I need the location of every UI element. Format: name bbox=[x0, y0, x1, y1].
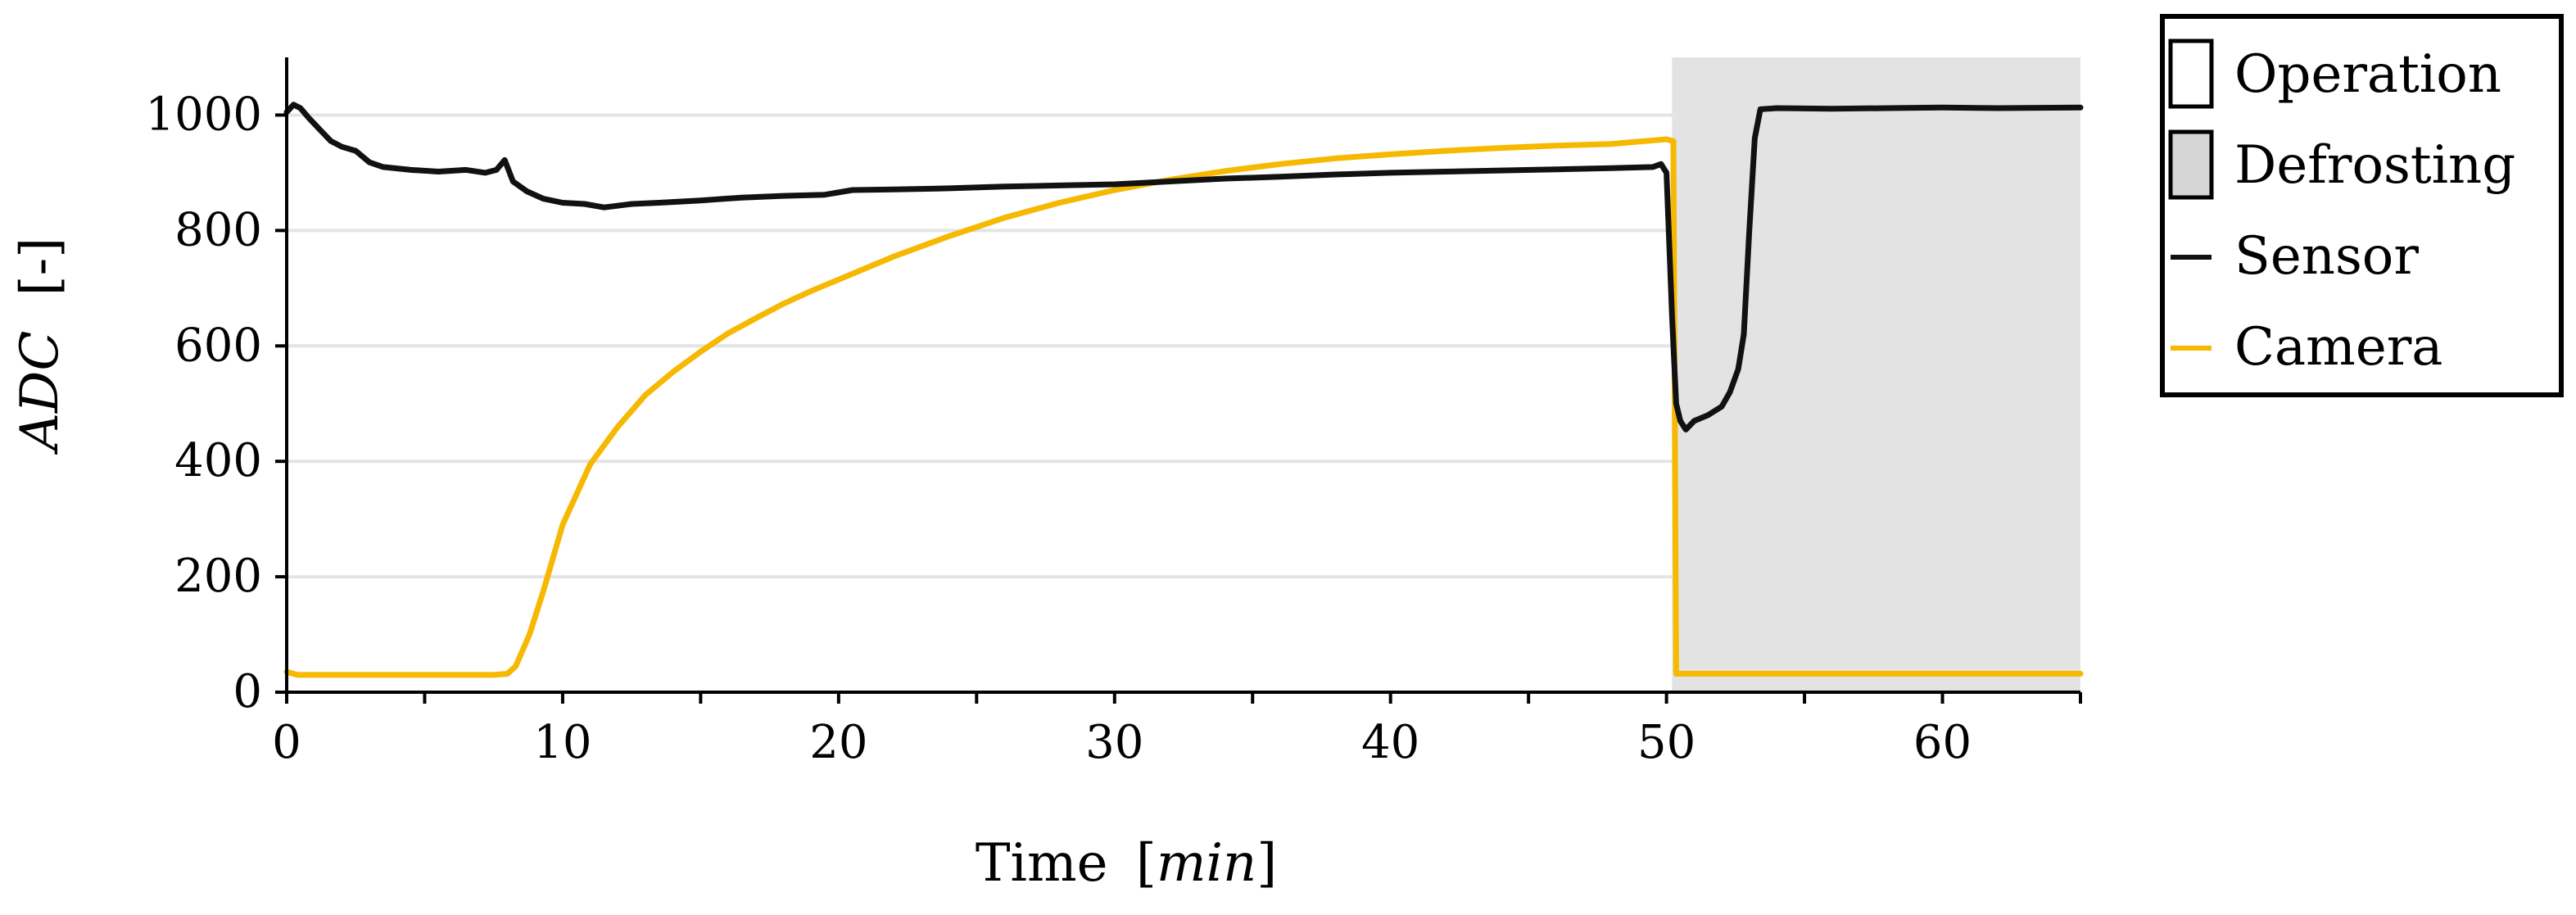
y-axis-title-unit: [-] bbox=[10, 238, 70, 297]
x-tick-label-30: 30 bbox=[1085, 716, 1143, 769]
legend-frame bbox=[2160, 14, 2564, 397]
series-lines bbox=[283, 102, 2084, 678]
legend-swatch-defrosting bbox=[2168, 129, 2214, 200]
region-operation bbox=[287, 57, 1673, 692]
x-tick-label-50: 50 bbox=[1637, 716, 1695, 769]
y-tick-label-200: 200 bbox=[174, 550, 262, 603]
x-tick-label-20: 20 bbox=[809, 716, 867, 769]
axes bbox=[285, 57, 2080, 694]
x-tick-label-40: 40 bbox=[1361, 716, 1419, 769]
grid-lines bbox=[287, 113, 2080, 579]
legend-label-operation: Operation bbox=[2234, 44, 2501, 105]
y-tick-label-1000: 1000 bbox=[145, 88, 262, 141]
region-defrosting bbox=[1672, 57, 2080, 692]
x-tick-label-0: 0 bbox=[272, 716, 301, 769]
series-line-camera bbox=[283, 136, 2084, 678]
series-line-sensor bbox=[283, 102, 2084, 433]
y-axis-title-main: ADC bbox=[10, 331, 70, 455]
x-axis-title: Time [min] bbox=[976, 833, 1277, 894]
x-axis-title-main: Time bbox=[976, 833, 1108, 894]
y-tick-label-800: 800 bbox=[174, 203, 262, 256]
legend-label-camera: Camera bbox=[2234, 317, 2442, 378]
x-tick-label-10: 10 bbox=[533, 716, 591, 769]
legend-label-sensor: Sensor bbox=[2234, 226, 2419, 287]
legend-swatch-operation bbox=[2168, 39, 2214, 109]
y-tick-label-400: 400 bbox=[174, 434, 262, 487]
y-tick-label-600: 600 bbox=[174, 319, 262, 372]
y-axis-title: ADC [-] bbox=[10, 238, 70, 455]
x-tick-label-60: 60 bbox=[1913, 716, 1972, 769]
svg-text:ADC [-]: ADC [-] bbox=[10, 238, 70, 455]
legend-label-defrosting: Defrosting bbox=[2234, 135, 2515, 196]
legend: Operation Defrosting Sensor Camera bbox=[2160, 14, 2564, 397]
x-axis-title-unit: min bbox=[1157, 833, 1256, 894]
y-tick-label-0: 0 bbox=[233, 665, 262, 718]
background-regions bbox=[287, 57, 2080, 692]
